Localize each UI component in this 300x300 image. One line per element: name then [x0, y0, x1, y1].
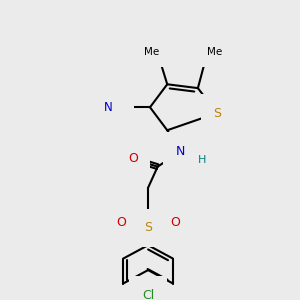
Text: N: N: [176, 145, 185, 158]
Text: C: C: [116, 102, 123, 112]
Text: O: O: [116, 216, 126, 229]
Text: O: O: [170, 216, 180, 229]
Text: Me: Me: [208, 47, 223, 57]
Text: N: N: [104, 101, 113, 114]
Text: S: S: [213, 106, 221, 119]
Text: Cl: Cl: [142, 289, 154, 300]
Text: S: S: [144, 221, 152, 235]
Text: Me: Me: [144, 47, 160, 57]
Text: H: H: [198, 155, 206, 165]
Text: O: O: [128, 152, 138, 166]
